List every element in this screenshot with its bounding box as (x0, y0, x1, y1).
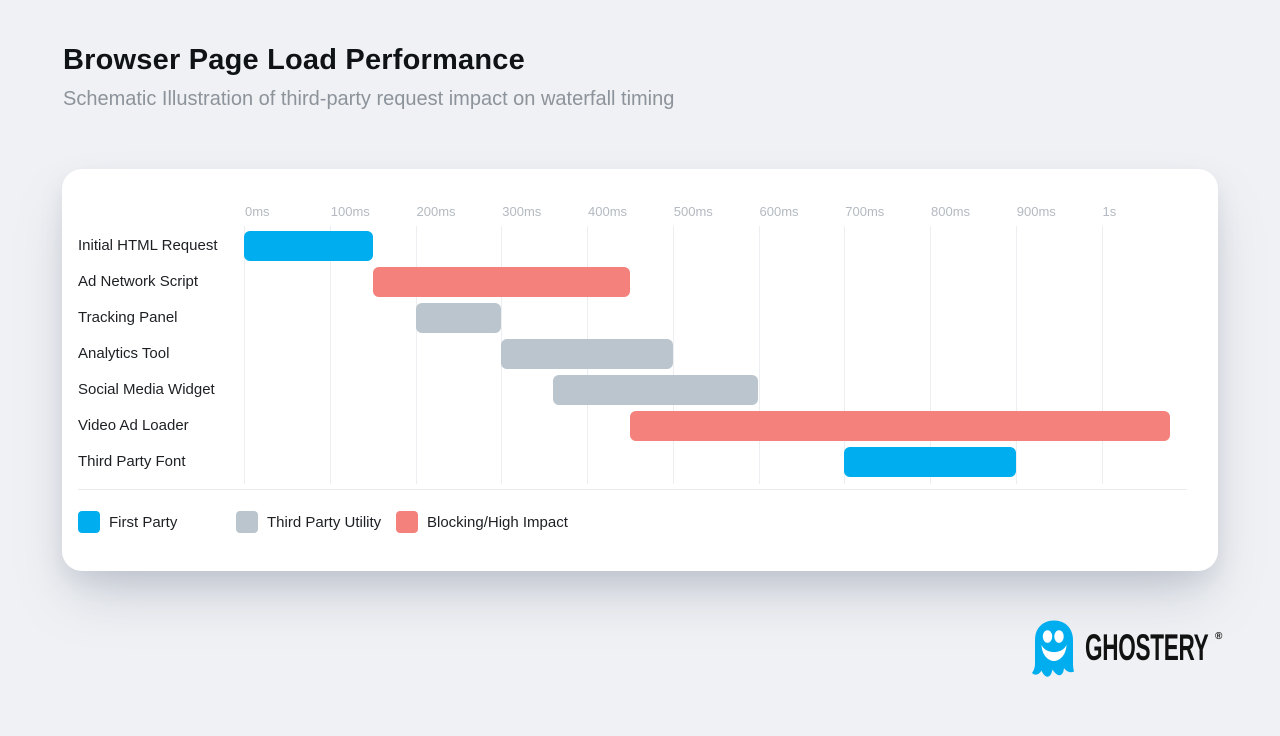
row-label: Analytics Tool (78, 345, 170, 362)
page-header: Browser Page Load Performance Schematic … (63, 44, 674, 111)
gridline (415, 226, 417, 484)
axis-tick: 300ms (502, 204, 542, 219)
row-label: Tracking Panel (78, 309, 178, 326)
legend-label: First Party (109, 513, 178, 531)
gridline (930, 226, 931, 484)
axis-tick: 500ms (673, 204, 713, 219)
row-label: Video Ad Loader (78, 417, 189, 434)
gridline (758, 226, 760, 484)
axis-tick: 700ms (845, 204, 885, 219)
legend-label: Third Party Utility (267, 513, 382, 531)
ghostery-ghost-icon (1032, 620, 1074, 677)
gridline (844, 226, 846, 484)
page-title: Browser Page Load Performance (63, 44, 525, 76)
axis-tick: 1s (1102, 204, 1117, 219)
legend-swatch (396, 511, 418, 533)
legend-swatch (236, 511, 258, 533)
row-label: Ad Network Script (78, 273, 199, 290)
ghost-smile (1041, 645, 1067, 661)
gridline (1015, 226, 1017, 484)
axis-tick: 900ms (1016, 204, 1056, 219)
waterfall-bar (552, 375, 759, 405)
waterfall-bar (415, 303, 502, 333)
axis-tick: 800ms (931, 204, 971, 219)
row-label: Third Party Font (78, 453, 186, 470)
waterfall-bar (844, 447, 1016, 477)
axis-tick: 100ms (330, 204, 370, 219)
waterfall-bar (629, 411, 1171, 441)
axis-tick: 0ms (245, 204, 270, 219)
gridline (329, 226, 331, 484)
ghostery-wordmark: GHOSTERY (1085, 627, 1209, 668)
ghost-right-eye (1054, 630, 1064, 643)
ghostery-logo: GHOSTERY ® (1031, 618, 1280, 678)
legend-item: First Party (78, 511, 177, 533)
row-label: Initial HTML Request (78, 237, 218, 254)
row-label: Social Media Widget (78, 381, 215, 398)
legend-swatch (78, 511, 100, 533)
waterfall-chart-card: 0ms 100ms 200ms 300ms 400ms 500ms 600ms 700ms 80… (62, 169, 1218, 571)
ghost-left-eye (1042, 630, 1053, 643)
waterfall-bar (244, 231, 373, 261)
axis-tick: 200ms (416, 204, 456, 219)
axis-tick: 600ms (759, 204, 799, 219)
waterfall-bar (372, 267, 630, 297)
waterfall-bar (501, 339, 673, 369)
page-subtitle: Schematic Illustration of third-party re… (63, 88, 675, 110)
axis-tick: 400ms (588, 204, 628, 219)
legend-item: Third Party Utility (236, 511, 381, 533)
legend-label: Blocking/High Impact (427, 513, 568, 531)
registered-trademark-symbol: ® (1215, 631, 1223, 642)
gridline (1101, 226, 1103, 484)
legend-item: Blocking/High Impact (396, 511, 568, 533)
gridline (244, 226, 245, 484)
gridline (672, 226, 674, 484)
legend-divider (78, 489, 1187, 490)
